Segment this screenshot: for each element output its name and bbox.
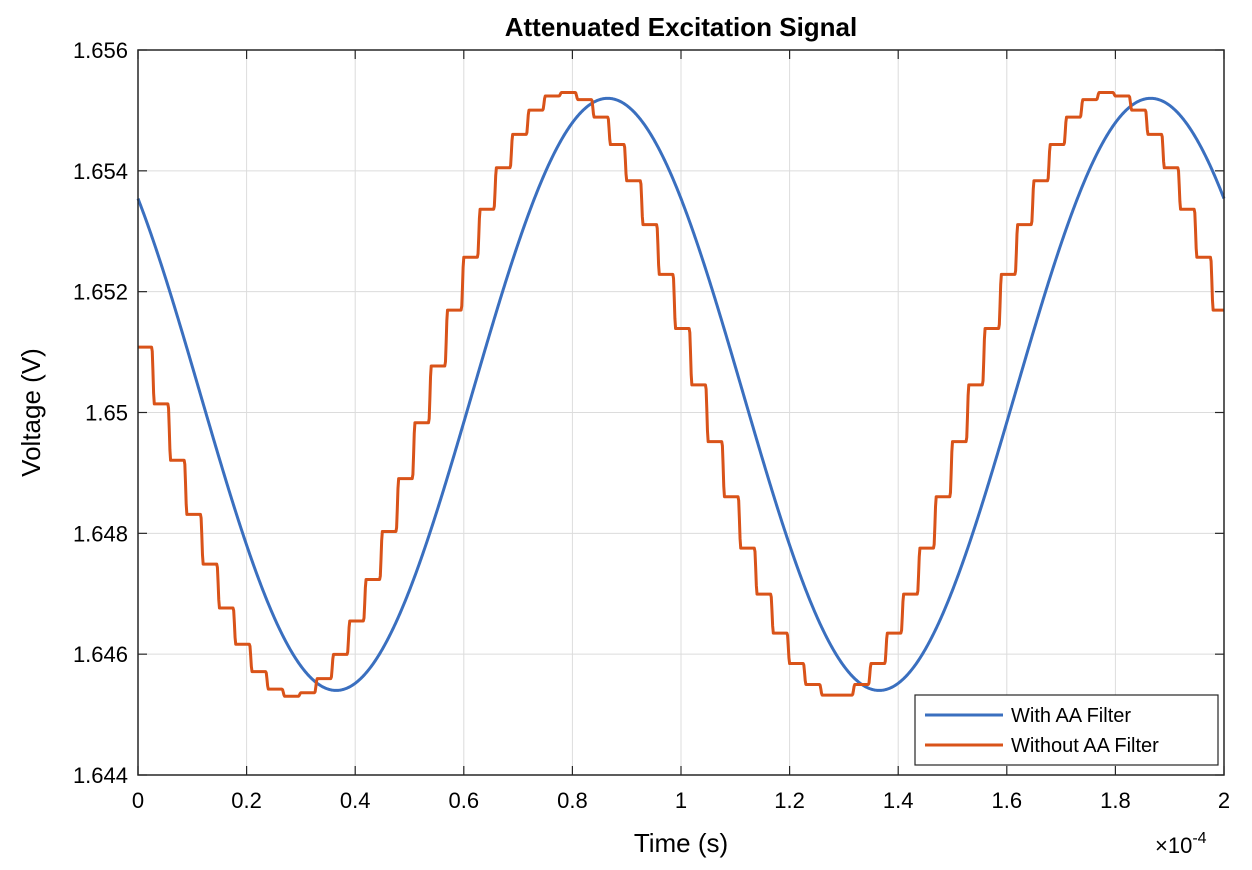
x-tick-label: 0 <box>132 788 144 813</box>
x-tick-label: 1.6 <box>992 788 1023 813</box>
legend-entry: Without AA Filter <box>1011 735 1159 757</box>
series-line <box>136 96 1226 692</box>
y-tick-label: 1.656 <box>73 38 128 63</box>
x-tick-label: 2 <box>1218 788 1230 813</box>
ticks <box>137 49 1225 776</box>
chart-title: Attenuated Excitation Signal <box>505 12 858 42</box>
y-tick-label: 1.652 <box>73 280 128 305</box>
x-axis-exponent: ×10-4 <box>1155 830 1207 858</box>
legend-box <box>914 694 1219 766</box>
x-tick-label: 1.4 <box>883 788 914 813</box>
x-tick-label: 1 <box>675 788 687 813</box>
y-tick-label: 1.648 <box>73 521 128 546</box>
x-tick-label: 0.2 <box>231 788 262 813</box>
y-tick-label: 1.646 <box>73 642 128 667</box>
x-tick-label: 1.2 <box>774 788 805 813</box>
tick-labels: 0 0.2 0.4 0.6 0.8 1 1.2 1.4 1.6 1.8 2 1.644 1.646 1.6… <box>73 38 1230 813</box>
x-axis-exponent-base: ×10 <box>1155 833 1192 858</box>
y-tick-label: 1.654 <box>73 159 128 184</box>
legend-entry: With AA Filter <box>1011 705 1131 727</box>
y-axis-label: Voltage (V) <box>16 348 46 477</box>
y-tick-label: 1.65 <box>85 401 128 426</box>
x-tick-label: 1.8 <box>1100 788 1131 813</box>
series-layer <box>136 90 1226 698</box>
x-tick-label: 0.4 <box>340 788 371 813</box>
x-tick-label: 0.8 <box>557 788 588 813</box>
series-line <box>137 90 1225 698</box>
x-axis-label: Time (s) <box>634 828 728 858</box>
x-axis-exponent-power: -4 <box>1192 830 1206 847</box>
legend: With AA Filter Without AA Filter <box>914 694 1219 766</box>
x-tick-label: 0.6 <box>449 788 480 813</box>
y-tick-label: 1.644 <box>73 763 128 788</box>
